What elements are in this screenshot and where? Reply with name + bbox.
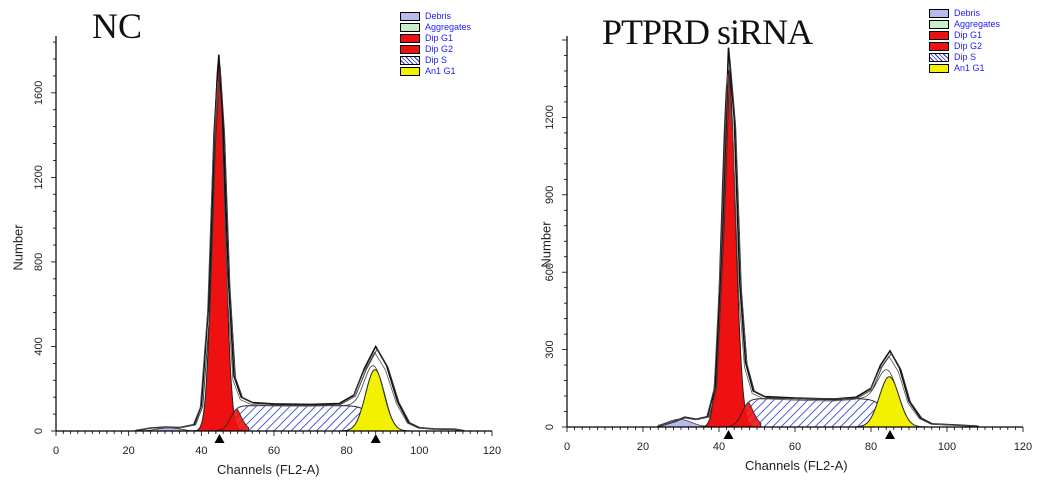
y-tick-label: 1600 xyxy=(33,81,45,105)
x-tick-label: 120 xyxy=(483,445,501,457)
legend-label: An1 G1 xyxy=(425,66,456,76)
peak-marker xyxy=(723,430,734,439)
legend-label: Dip G1 xyxy=(954,30,983,40)
series-total-line xyxy=(656,74,977,427)
series-total-line xyxy=(134,81,462,431)
legend-label: Dip G2 xyxy=(954,41,983,51)
x-tick-label: 60 xyxy=(268,445,280,457)
legend-swatch xyxy=(929,53,949,62)
y-tick-label: 300 xyxy=(544,340,556,358)
y-tick-label: 1200 xyxy=(33,165,45,189)
x-axis-label: Channels (FL2-A) xyxy=(745,458,848,473)
legend-swatch xyxy=(400,45,420,54)
series-total-line xyxy=(659,59,979,427)
x-tick-label: 100 xyxy=(938,441,956,453)
legend-swatch xyxy=(400,34,420,43)
legend-label: Debris xyxy=(954,8,981,18)
legend-label: Aggregates xyxy=(954,19,1001,29)
y-tick-label: 400 xyxy=(33,337,45,355)
legend-swatch xyxy=(400,23,420,32)
legend-swatch xyxy=(400,12,420,21)
series-dip-g1-area xyxy=(700,69,757,428)
peak-marker xyxy=(885,430,895,439)
legend-label: Dip S xyxy=(954,52,977,62)
chart-panel-ptprd-sirna: PTPRD siRNA Debris Aggregates Dip G1 Dip G2… xyxy=(520,0,1037,482)
peak-marker xyxy=(370,434,381,443)
chart-panel-nc: NC Debris Aggregates Dip G1 Dip G2 Dip S An1 … xyxy=(0,0,518,482)
y-tick-label: 800 xyxy=(33,253,45,271)
x-tick-label: 120 xyxy=(1014,441,1032,453)
series-total-line xyxy=(137,66,465,432)
x-tick-label: 60 xyxy=(789,441,801,453)
x-tick-label: 20 xyxy=(637,441,649,453)
legend-label: Dip S xyxy=(425,55,448,65)
x-tick-label: 80 xyxy=(865,441,877,453)
legend-swatch xyxy=(929,31,949,40)
legend-label: Dip G2 xyxy=(425,44,454,54)
series-total-line xyxy=(657,47,978,428)
legend-swatch xyxy=(929,20,949,29)
x-tick-label: 0 xyxy=(53,445,59,457)
series-dip-g2-area xyxy=(726,401,762,428)
legend-label: Aggregates xyxy=(425,22,472,32)
legend-swatch xyxy=(929,64,949,73)
series-total-line xyxy=(135,54,464,432)
legend-swatch xyxy=(400,56,420,65)
series-fit-line xyxy=(233,365,405,431)
y-tick-label: 600 xyxy=(544,263,556,281)
chart-title: NC xyxy=(92,6,143,46)
series-dip-g1-area xyxy=(193,59,244,432)
legend-swatch xyxy=(400,67,420,76)
x-tick-label: 80 xyxy=(341,445,353,457)
legend-label: An1 G1 xyxy=(954,63,985,73)
legend-swatch xyxy=(929,42,949,51)
x-tick-label: 20 xyxy=(123,445,135,457)
legend-swatch xyxy=(929,9,949,18)
chart-title: PTPRD siRNA xyxy=(602,12,813,52)
peak-marker xyxy=(214,434,225,443)
series-fit-line xyxy=(745,369,921,427)
x-tick-label: 100 xyxy=(410,445,428,457)
y-tick-label: 0 xyxy=(544,424,556,430)
y-tick-label: 900 xyxy=(544,186,556,204)
x-tick-label: 40 xyxy=(195,445,207,457)
series-dip-g2-area xyxy=(215,408,249,432)
x-tick-label: 0 xyxy=(564,441,570,453)
legend-label: Dip G1 xyxy=(425,33,454,43)
x-tick-label: 40 xyxy=(713,441,725,453)
x-axis-label: Channels (FL2-A) xyxy=(217,462,320,477)
y-tick-label: 0 xyxy=(33,428,45,434)
legend-label: Debris xyxy=(425,11,452,21)
y-tick-label: 1200 xyxy=(544,105,556,129)
